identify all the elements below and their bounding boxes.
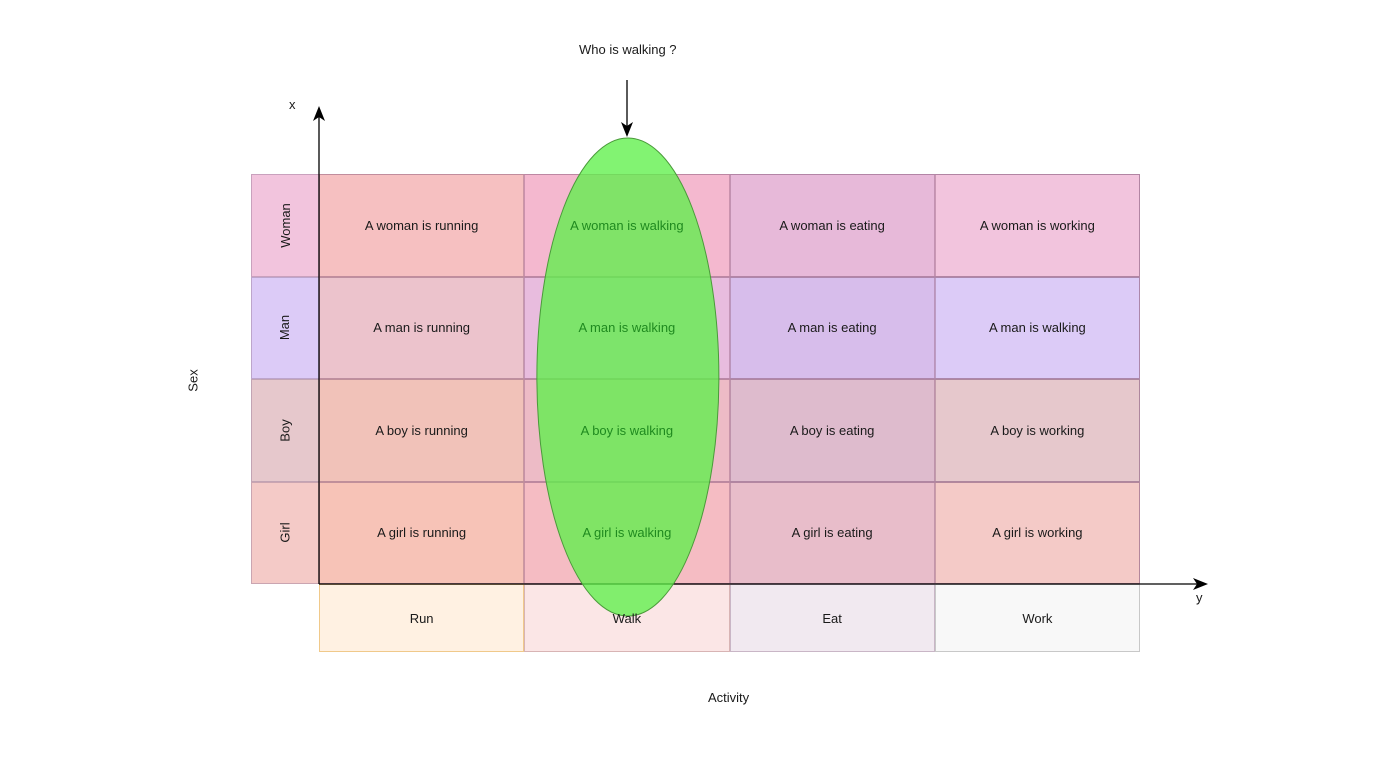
- column-header-run: Run: [319, 584, 525, 652]
- highlighted-cell: A man is walking: [524, 277, 729, 380]
- question-label: Who is walking ?: [579, 42, 677, 57]
- cell-text: A man is walking: [988, 320, 1086, 336]
- cell-text: A girl is eating: [791, 525, 873, 541]
- highlighted-cell-text: A girl is walking: [582, 525, 672, 541]
- matrix-cell: A girl is eating: [729, 481, 935, 584]
- matrix-cell: A man is walking: [934, 276, 1140, 379]
- cell-text: A woman is eating: [779, 217, 885, 233]
- y-axis-label: y: [1196, 590, 1203, 605]
- cell-text: A boy is eating: [789, 422, 875, 438]
- columns-title: Activity: [708, 690, 750, 705]
- column-header-label: Run: [409, 610, 434, 626]
- cell-text: A woman is running: [364, 217, 479, 233]
- cell-text: A girl is working: [992, 525, 1083, 541]
- cell-text: A woman is working: [979, 217, 1095, 233]
- column-header-work: Work: [934, 584, 1140, 652]
- y-axis-arrowhead: [1193, 578, 1208, 590]
- x-axis-arrowhead: [313, 106, 325, 121]
- matrix-cell: A man is eating: [729, 276, 935, 379]
- matrix-cell: A boy is running: [319, 379, 525, 482]
- column-header-label: Eat: [822, 610, 842, 626]
- highlighted-cell-text: A boy is walking: [580, 422, 674, 438]
- column-header-label: Work: [1022, 610, 1053, 626]
- column-header-walk-label: Walk: [524, 584, 729, 652]
- highlighted-cell: A boy is walking: [524, 379, 729, 482]
- matrix-cell: A boy is working: [934, 379, 1140, 482]
- cell-text: A girl is running: [377, 525, 467, 541]
- matrix-cell: A man is running: [319, 276, 525, 379]
- highlighted-cell-text: A woman is walking: [570, 217, 684, 233]
- matrix-cell: A woman is eating: [729, 174, 935, 277]
- highlighted-cell-text: A man is walking: [578, 320, 676, 336]
- matrix-cell: A boy is eating: [729, 379, 935, 482]
- cell-text: A boy is working: [990, 422, 1085, 438]
- column-header-label: Walk: [612, 610, 642, 626]
- cell-text: A boy is running: [375, 422, 468, 438]
- highlight-ellipse: [536, 137, 720, 617]
- matrix-cell: A woman is working: [934, 174, 1140, 277]
- question-arrowhead: [621, 122, 633, 137]
- highlighted-cell: A woman is walking: [524, 174, 729, 277]
- cell-text: A man is eating: [787, 320, 877, 336]
- x-axis-label: x: [289, 97, 296, 112]
- highlighted-cell: A girl is walking: [524, 482, 729, 585]
- cell-text: A man is running: [373, 320, 471, 336]
